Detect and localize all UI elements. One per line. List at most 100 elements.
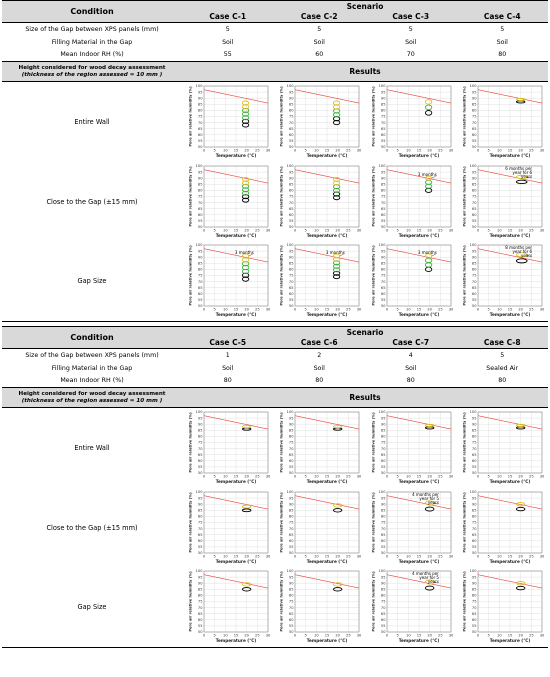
x-tick-label: 30 bbox=[357, 148, 362, 152]
results-row: Entire Wall 50 55 60 65 70 75 80 85 90 95 100 0 5 10 1… bbox=[2, 408, 548, 488]
y-tick-label: 75 bbox=[198, 114, 203, 118]
y-tick-label: 95 bbox=[472, 250, 477, 254]
threshold-line bbox=[203, 494, 268, 509]
data-loop bbox=[516, 506, 526, 511]
y-tick-label: 60 bbox=[289, 213, 294, 217]
row-label: Entire Wall bbox=[74, 117, 110, 126]
x-tick-label: 10 bbox=[223, 634, 228, 638]
annotation-leader bbox=[433, 582, 438, 584]
x-axis-label: Temperature (°C) bbox=[307, 153, 348, 158]
y-tick-label: 95 bbox=[381, 576, 386, 580]
y-axis-label: Pore air relative humidity (%) bbox=[280, 412, 284, 473]
x-tick-label: 10 bbox=[406, 228, 411, 232]
plot-frame bbox=[203, 571, 268, 633]
y-tick-label: 70 bbox=[381, 606, 386, 610]
y-tick-label: 90 bbox=[472, 502, 477, 506]
x-tick-label: 5 bbox=[488, 474, 490, 478]
y-tick-label: 100 bbox=[470, 243, 478, 247]
y-tick-label: 50 bbox=[289, 630, 294, 634]
x-tick-label: 15 bbox=[508, 228, 513, 232]
data-loop bbox=[241, 507, 252, 512]
y-axis-label: Pore air relative humidity (%) bbox=[371, 412, 375, 473]
x-tick-label: 15 bbox=[233, 474, 238, 478]
x-tick-label: 5 bbox=[396, 148, 398, 152]
y-tick-label: 50 bbox=[198, 551, 203, 555]
x-tick-label: 0 bbox=[477, 148, 480, 152]
x-tick-label: 5 bbox=[488, 228, 490, 232]
x-tick-label: 0 bbox=[294, 554, 297, 558]
threshold-line bbox=[203, 415, 268, 430]
y-tick-label: 75 bbox=[198, 194, 203, 198]
y-axis-label: Pore air relative humidity (%) bbox=[463, 571, 467, 632]
y-axis-label: Pore air relative humidity (%) bbox=[371, 245, 375, 306]
y-tick-label: 85 bbox=[381, 102, 386, 106]
annotation-line: year for 5 bbox=[419, 496, 439, 501]
data-loop bbox=[333, 424, 343, 428]
y-tick-label: 85 bbox=[198, 262, 203, 266]
y-tick-label: 55 bbox=[289, 465, 294, 469]
plot-c8-gap: 50 55 60 65 70 75 80 85 90 95 100 0 5 10 15 20 25 30 Tempe… bbox=[463, 569, 545, 643]
data-loop bbox=[241, 111, 249, 117]
plot-c2-gap: 50 55 60 65 70 75 80 85 90 95 100 0 5 10 15 20 25 30 Tempe… bbox=[280, 243, 362, 317]
x-tick-label: 0 bbox=[477, 228, 480, 232]
x-tick-label: 15 bbox=[233, 148, 238, 152]
y-tick-label: 60 bbox=[198, 133, 203, 137]
y-tick-label: 85 bbox=[472, 102, 477, 106]
x-tick-label: 15 bbox=[325, 228, 330, 232]
threshold-line bbox=[203, 89, 268, 104]
data-loop bbox=[333, 253, 341, 259]
y-tick-label: 50 bbox=[198, 225, 203, 229]
plot-c1-close: 50 55 60 65 70 75 80 85 90 95 100 0 5 10 15 20 25 30 Tempe… bbox=[188, 164, 270, 238]
y-tick-label: 85 bbox=[472, 262, 477, 266]
y-axis-label: Pore air relative humidity (%) bbox=[463, 166, 467, 227]
x-tick-label: 30 bbox=[265, 554, 270, 558]
x-tick-label: 15 bbox=[233, 634, 238, 638]
x-tick-label: 5 bbox=[488, 308, 490, 312]
x-tick-label: 10 bbox=[497, 554, 502, 558]
param-value: Soil bbox=[222, 38, 234, 46]
y-tick-label: 85 bbox=[289, 428, 294, 432]
x-tick-label: 0 bbox=[477, 474, 480, 478]
x-tick-label: 25 bbox=[255, 228, 260, 232]
x-axis-label: Temperature (°C) bbox=[490, 312, 531, 317]
row-label: Close to the Gap (±15 mm) bbox=[46, 523, 138, 532]
y-tick-label: 55 bbox=[381, 465, 386, 469]
x-tick-label: 5 bbox=[305, 474, 307, 478]
x-tick-label: 0 bbox=[386, 634, 389, 638]
x-tick-label: 25 bbox=[529, 148, 534, 152]
annotation-text: 3 months bbox=[326, 250, 345, 255]
plot-frame bbox=[386, 491, 451, 553]
y-tick-label: 95 bbox=[381, 170, 386, 174]
x-tick-label: 15 bbox=[233, 228, 238, 232]
data-loop bbox=[241, 193, 249, 199]
threshold-line bbox=[295, 89, 360, 104]
x-tick-label: 25 bbox=[346, 148, 351, 152]
x-tick-label: 5 bbox=[488, 554, 490, 558]
annotation-line: 3 months bbox=[235, 250, 254, 255]
y-tick-label: 75 bbox=[472, 520, 477, 524]
y-tick-label: 90 bbox=[289, 176, 294, 180]
plot-frame bbox=[478, 165, 543, 227]
y-tick-label: 90 bbox=[381, 582, 386, 586]
param-value: 80 bbox=[456, 374, 549, 388]
y-tick-label: 80 bbox=[289, 108, 294, 112]
y-tick-label: 50 bbox=[472, 551, 477, 555]
y-tick-label: 70 bbox=[289, 280, 294, 284]
y-tick-label: 100 bbox=[470, 410, 478, 414]
threshold-line bbox=[478, 89, 543, 104]
annotation-text: 6 months per year for 6 years bbox=[506, 166, 533, 179]
x-tick-label: 30 bbox=[265, 228, 270, 232]
y-tick-label: 50 bbox=[472, 471, 477, 475]
y-tick-label: 80 bbox=[198, 268, 203, 272]
y-tick-label: 95 bbox=[289, 416, 294, 420]
x-tick-label: 10 bbox=[314, 474, 319, 478]
case-header: Case C-7 bbox=[365, 337, 457, 349]
x-tick-label: 10 bbox=[406, 148, 411, 152]
y-tick-label: 95 bbox=[289, 90, 294, 94]
y-tick-label: 90 bbox=[381, 256, 386, 260]
plot-c5-entire: 50 55 60 65 70 75 80 85 90 95 100 0 5 10 15 20 25 30 Tempe… bbox=[188, 410, 270, 484]
x-tick-label: 15 bbox=[508, 554, 513, 558]
x-tick-label: 5 bbox=[396, 634, 398, 638]
data-loop bbox=[241, 186, 249, 192]
x-axis-label: Temperature (°C) bbox=[307, 233, 348, 238]
